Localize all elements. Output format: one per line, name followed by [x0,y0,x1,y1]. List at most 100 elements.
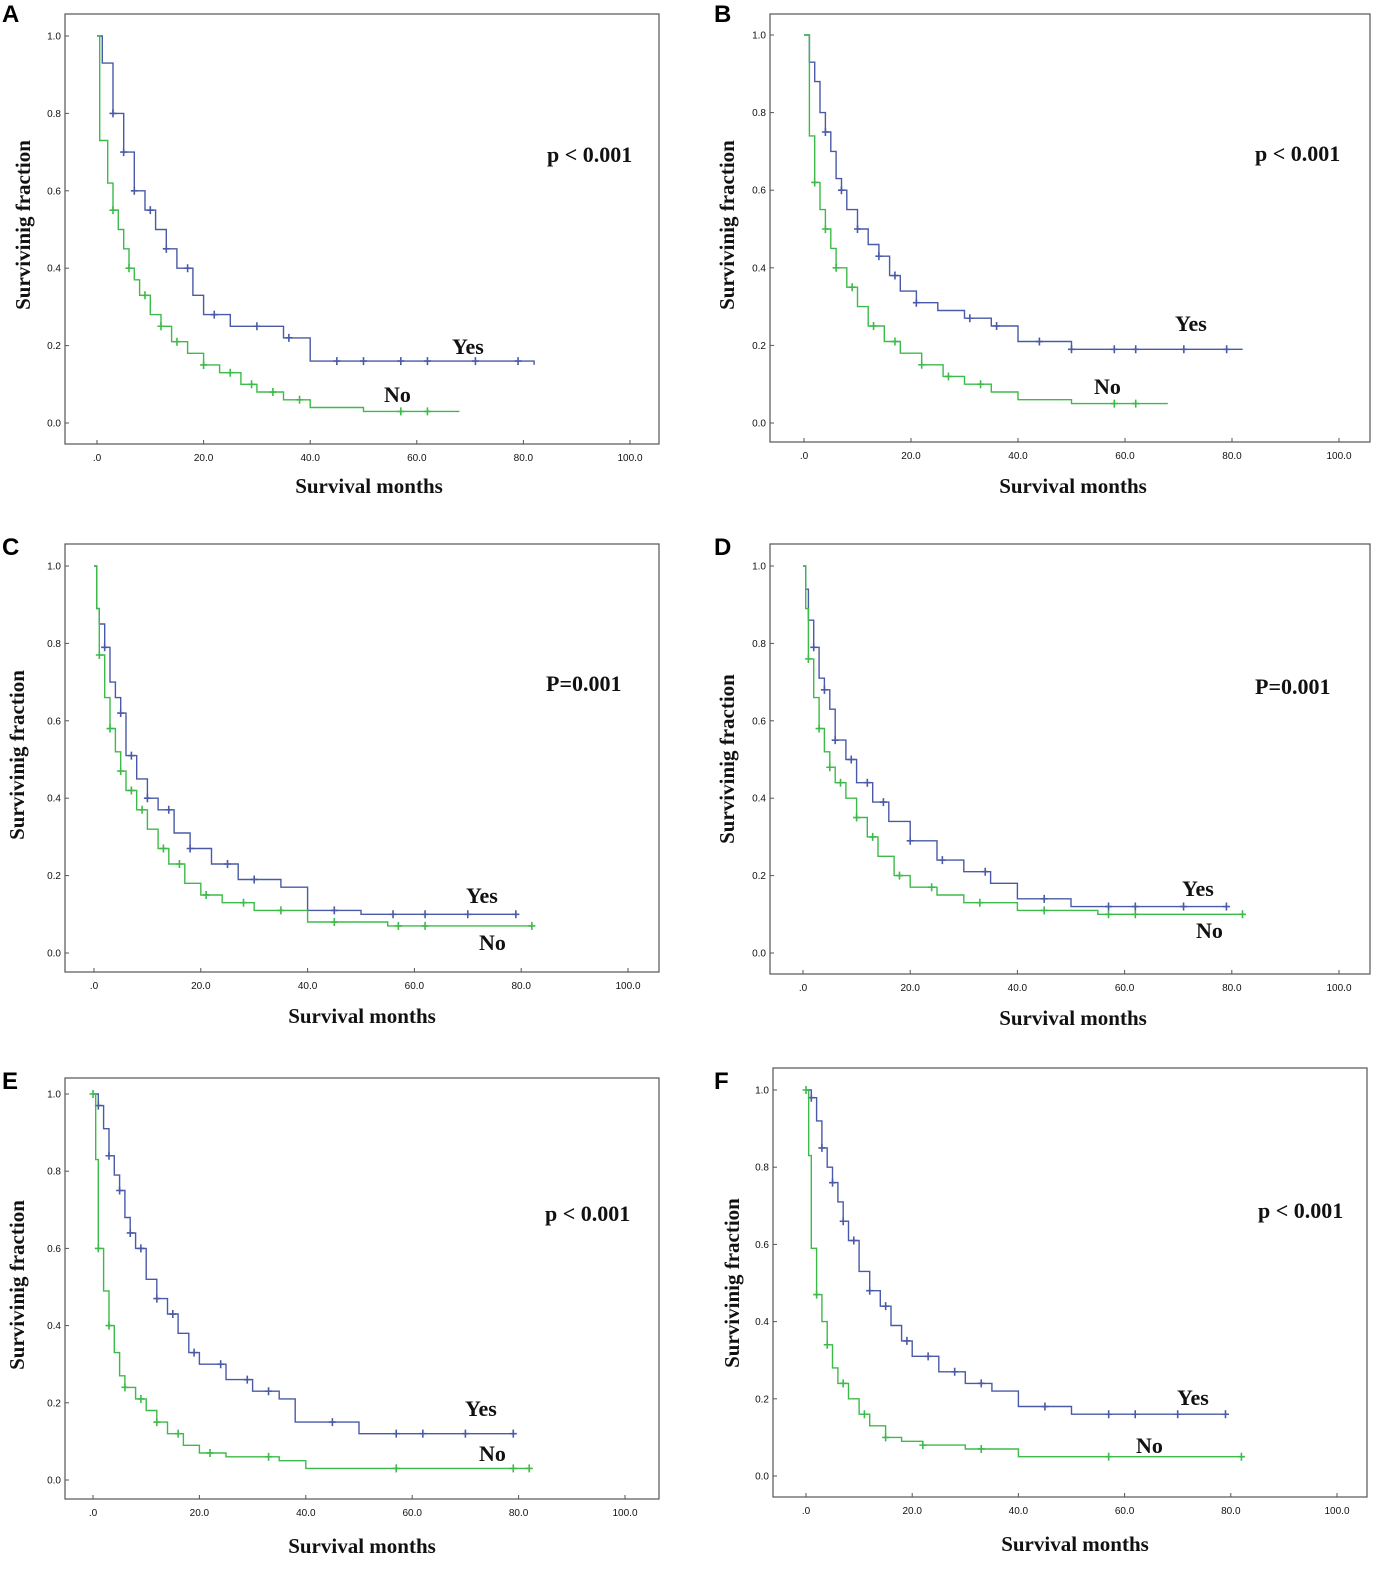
censor-mark-no [802,1086,810,1094]
x-tick-label: 80.0 [509,1508,529,1519]
x-tick-label: .0 [802,1506,811,1517]
censor-mark-no [277,906,285,915]
censor-mark-no [1131,910,1139,919]
curve-label-yes: Yes [1177,1385,1209,1410]
censor-mark-yes [397,357,405,366]
censor-mark-no [330,918,338,927]
censor-mark-no [109,206,117,215]
p-value-annotation: P=0.001 [546,671,621,696]
censor-mark-no [823,1340,831,1349]
panel-a: A 0.0 0.2 0.4 0.6 0.8 1.0 .0 20.0 40.0 60.0 80.0 100… [2,1,660,498]
survival-curve-no [94,565,532,927]
censor-mark-yes [165,805,173,814]
censor-mark-no [832,263,840,272]
censor-mark-no [813,1290,821,1299]
censor-mark-yes [143,794,151,803]
censor-mark-no [848,283,856,292]
censor-mark-no [394,921,402,930]
y-tick-label: 0.2 [47,341,61,352]
censor-mark-yes [1040,894,1048,903]
censor-mark-yes [1068,345,1075,354]
x-tick-label: 40.0 [1008,983,1028,994]
y-tick-label: 0.0 [47,419,61,430]
censor-mark-no [392,1464,400,1473]
panel-letter: B [714,1,731,28]
x-tick-label: 100.0 [615,981,640,992]
y-tick-label: 1.0 [752,562,766,573]
censor-mark-yes [831,736,839,745]
plot-frame [64,13,660,445]
censor-mark-yes [514,357,522,366]
censor-mark-no [837,778,845,787]
curve-label-yes: Yes [452,334,484,359]
panel-letter: A [2,1,19,28]
censor-mark-yes [471,357,479,366]
x-tick-label: .0 [93,453,102,464]
censor-mark-yes [117,709,125,718]
panel-b: B 0.0 0.2 0.4 0.6 0.8 1.0 .0 20.0 40.0 60.0 80.0 100… [714,1,1371,498]
plot-frame [769,543,1371,975]
censor-mark-yes [217,1360,225,1369]
censor-mark-no [226,368,234,377]
curve-label-yes: Yes [465,1396,497,1421]
x-tick-label: 80.0 [1222,983,1242,994]
panel-letter: F [714,1068,729,1095]
x-tick-label: .0 [89,1508,98,1519]
censor-mark-yes [977,1379,985,1388]
censor-mark-yes [981,867,989,876]
x-tick-label: 20.0 [901,451,921,462]
survival-curve-no [804,34,1168,405]
censor-mark-yes [126,1228,134,1237]
p-value-annotation: P=0.001 [1255,674,1330,699]
censor-mark-no [811,178,819,187]
censor-mark-yes [285,333,293,342]
y-axis-title: Survivinig fraction [715,674,739,844]
censor-mark-yes [1180,902,1188,911]
y-tick-label: 1.0 [752,31,766,42]
censor-mark-no [860,1410,868,1419]
y-tick-label: 0.6 [752,186,766,197]
censor-mark-yes [866,1286,874,1295]
censor-mark-yes [423,357,431,366]
censor-mark-no [248,380,256,389]
censor-mark-no [821,225,829,233]
x-tick-label: 100.0 [1326,451,1351,462]
censor-mark-no [175,859,183,868]
panel-letter: C [2,534,19,561]
panel-letter: D [714,534,731,561]
survival-curve-yes [804,34,1243,350]
censor-mark-no [882,1433,890,1442]
y-tick-label: 0.2 [755,1394,769,1405]
censor-mark-no [1237,1452,1245,1461]
y-tick-label: 0.8 [755,1163,769,1174]
y-tick-label: 1.0 [47,562,61,573]
censor-mark-yes [879,798,887,807]
censor-mark-no [397,407,405,416]
y-tick-label: 0.0 [755,1472,769,1483]
y-tick-label: 0.4 [755,1317,769,1328]
censor-mark-yes [924,1352,932,1361]
censor-mark-yes [839,1217,847,1226]
censor-mark-yes [333,357,341,366]
x-tick-label: 40.0 [1009,1506,1029,1517]
censor-mark-no [977,1444,985,1453]
y-tick-label: 1.0 [755,1086,769,1097]
censor-mark-no [173,337,181,346]
x-tick-label: 20.0 [190,1508,210,1519]
censor-mark-yes [863,778,871,787]
x-tick-label: .0 [90,981,99,992]
x-tick-label: 60.0 [1115,1506,1135,1517]
censor-mark-yes [837,186,845,195]
censor-mark-no [138,805,146,814]
censor-mark-yes [184,264,192,273]
x-axis-title: Survival months [999,1006,1147,1030]
censor-mark-no [525,1464,533,1473]
y-tick-label: 0.4 [47,1321,61,1332]
survival-curve-yes [806,1089,1226,1415]
censor-mark-yes [153,1294,161,1303]
censor-mark-no [839,1379,847,1388]
censor-mark-yes [127,751,135,760]
censor-mark-yes [850,1236,858,1245]
censor-mark-no [94,1244,102,1253]
censor-mark-no [89,1090,97,1098]
